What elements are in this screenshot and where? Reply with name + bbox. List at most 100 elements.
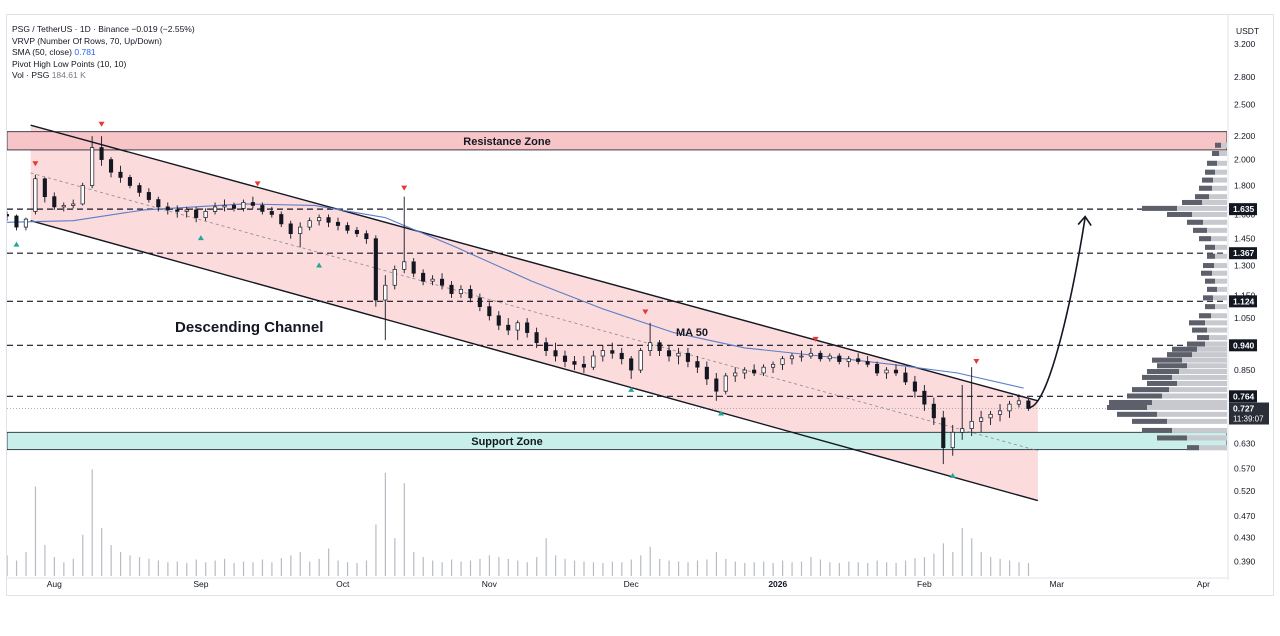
candle-up <box>90 147 95 186</box>
candle-down <box>666 350 672 357</box>
time-tick-label: Mar <box>1049 579 1064 589</box>
volume-profile-bar-down <box>1199 185 1212 191</box>
volume-bar <box>725 558 727 576</box>
price-tick-label: 2.200 <box>1234 131 1256 141</box>
volume-bar <box>91 469 93 576</box>
pivot-high-marker <box>812 336 819 342</box>
candle-up <box>988 413 993 419</box>
legend-sma-line[interactable]: SMA (50, close) 0.781 <box>12 47 195 59</box>
candle-up <box>808 352 813 357</box>
candle-down <box>657 342 662 351</box>
price-tick-label: 0.630 <box>1234 439 1256 449</box>
volume-profile-bar-total <box>1205 169 1227 175</box>
pivot-low-marker <box>197 235 204 241</box>
volume-bar <box>101 527 103 576</box>
price-level-badge-label: 1.124 <box>1233 296 1255 306</box>
volume-profile-bar-total <box>1172 346 1227 352</box>
candle-down <box>373 238 378 301</box>
volume-profile-bar-total <box>1109 399 1227 405</box>
candle-up <box>780 358 785 365</box>
channel-lower-line <box>30 220 1039 502</box>
candle-up <box>23 218 28 228</box>
volume-bar <box>536 557 538 576</box>
volume-profile-bar-total <box>1107 404 1227 410</box>
volume-bar <box>1008 560 1011 576</box>
volume-bar <box>119 551 122 576</box>
candle-down <box>354 229 359 235</box>
volume-bar <box>904 560 907 576</box>
volume-bar <box>110 545 112 576</box>
candle-up <box>383 284 388 301</box>
volume-profile-bar-total <box>1207 253 1227 259</box>
volume-bar <box>337 560 339 576</box>
volume-profile-bar-down <box>1192 327 1207 333</box>
volume-profile-bar-total <box>1195 194 1227 200</box>
candle-down <box>118 171 123 178</box>
volume-profile-bar-total <box>1167 352 1227 358</box>
volume-profile-bar-down <box>1157 363 1187 369</box>
volume-profile-bar-down <box>1142 374 1172 380</box>
volume-profile-bar-total <box>1182 199 1227 205</box>
candle-down <box>175 209 180 212</box>
candle-down <box>364 233 369 240</box>
time-tick-label: Feb <box>917 579 932 589</box>
volume-profile-bar-total <box>1199 236 1227 242</box>
volume-profile-bar-down <box>1109 399 1152 405</box>
volume-profile-bar-down <box>1187 341 1205 347</box>
legend-volume-line[interactable]: Vol · PSG 184.61 K <box>12 70 195 82</box>
volume-profile-bar-total <box>1127 393 1227 399</box>
legend-pivot-line[interactable]: Pivot High Low Points (10, 10) <box>12 58 127 69</box>
volume-bar <box>791 562 793 576</box>
volume-bar <box>157 560 160 576</box>
candle-down <box>468 289 473 299</box>
price-level-badge <box>1229 339 1257 352</box>
candle-down <box>506 324 511 331</box>
legend-symbol-line[interactable]: PSG / TetherUS · 1D · Binance −0.019 (−2… <box>12 24 195 34</box>
volume-bar <box>990 557 992 576</box>
volume-profile-bar-total <box>1147 380 1227 386</box>
candle-up <box>733 372 738 377</box>
volume-profile-bar-total <box>1117 411 1227 417</box>
volume-profile-bar-total <box>1142 205 1227 211</box>
price-tick-label: 0.470 <box>1234 511 1256 521</box>
candle-up <box>638 350 643 371</box>
price-level-badge-label: 1.367 <box>1233 248 1255 258</box>
volume-bar <box>432 560 434 576</box>
pivot-low-marker <box>718 410 725 416</box>
volume-bar <box>838 562 840 576</box>
volume-profile-bar-down <box>1207 286 1217 292</box>
volume-profile-bar-down <box>1207 160 1217 166</box>
volume-bar <box>479 558 481 576</box>
price-tick-label: 2.500 <box>1234 100 1256 110</box>
volume-profile-bar-down <box>1172 346 1197 352</box>
candle-up <box>789 355 795 360</box>
candle-up <box>458 289 464 294</box>
volume-bar <box>971 538 973 576</box>
volume-bar <box>299 551 301 576</box>
volume-profile-bar-total <box>1132 418 1227 424</box>
price-tick-label: 1.300 <box>1234 261 1256 271</box>
volume-profile-bar-down <box>1207 253 1215 259</box>
legend-vrvp-line[interactable]: VRVP (Number Of Rows, 70, Up/Down) <box>12 35 162 46</box>
volume-profile-bar-total <box>1197 335 1227 341</box>
price-level-badge <box>1229 295 1257 308</box>
candle-down <box>146 192 151 200</box>
volume-bar <box>63 562 65 576</box>
volume-bar <box>772 562 774 576</box>
volume-bar <box>649 546 651 576</box>
plot-area: Resistance Zone Support Zone Descending Ch… <box>7 121 1227 576</box>
pivot-low-marker <box>949 472 956 478</box>
volume-bar <box>129 555 131 576</box>
volume-bar <box>271 562 273 576</box>
volume-profile-bar-down <box>1189 320 1205 326</box>
candle-down <box>704 366 709 380</box>
ma-annotation: MA 50 <box>676 327 708 339</box>
candle-down <box>477 297 482 307</box>
volume-profile-bar-total <box>1202 177 1227 183</box>
volume-bar <box>659 558 661 576</box>
volume-bar <box>242 561 245 576</box>
price-tick-label: 2.800 <box>1234 72 1256 82</box>
candle-down <box>345 225 350 231</box>
volume-bar <box>309 561 311 576</box>
